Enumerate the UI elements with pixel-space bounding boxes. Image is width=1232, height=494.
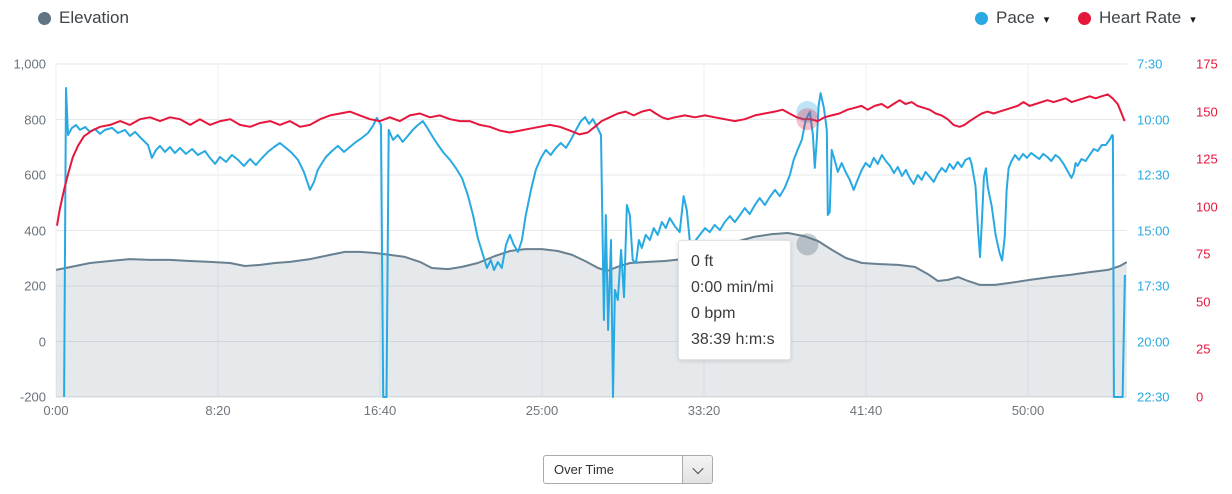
tooltip-pace-value: 0:00 min/mi <box>691 279 774 296</box>
pace-axis-tick-label: 12:30 <box>1137 167 1170 183</box>
x-axis-mode-select[interactable]: Over Time <box>543 455 713 484</box>
pace-axis-tick-label: 15:00 <box>1137 223 1170 238</box>
heart-rate-axis-tick-label: 150 <box>1196 104 1218 120</box>
x-axis-tick-label: 8:20 <box>205 403 231 418</box>
heart-rate-legend-dot-icon <box>1078 11 1091 25</box>
x-axis-tick-label: 25:00 <box>525 403 559 418</box>
elevation-axis-tick-label: 400 <box>24 223 46 238</box>
heart-rate-axis-tick-label: 125 <box>1196 151 1218 167</box>
elevation-axis-tick-label: 1,000 <box>13 56 46 72</box>
elevation-axis-tick-label: 200 <box>24 278 46 294</box>
x-axis-tick-label: 16:40 <box>363 403 397 418</box>
pace-axis-tick-label: 22:30 <box>1137 389 1170 405</box>
elevation-axis-tick-label: 0 <box>38 334 46 349</box>
elevation-area-fill <box>56 233 1127 397</box>
legend-item-heart-rate[interactable]: Heart Rate ▾ <box>1078 8 1196 28</box>
pace-hover-marker <box>796 101 819 123</box>
pace-legend-label: Pace <box>996 8 1035 27</box>
heart-rate-legend-label: Heart Rate <box>1099 8 1182 27</box>
x-axis-tick-label: 33:20 <box>687 403 721 418</box>
tooltip-elevation-value: 0 ft <box>691 253 714 270</box>
chart-tooltip: 0 ft 0:00 min/mi 0 bpm 38:39 h:m:s <box>678 240 791 360</box>
heart-rate-axis-tick-label: 100 <box>1196 199 1218 215</box>
pace-axis-tick-label: 10:00 <box>1137 112 1170 127</box>
heart-rate-axis-tick-label: 0 <box>1196 389 1204 405</box>
x-axis-tick-label: 50:00 <box>1011 403 1045 418</box>
activity-chart-plot-area[interactable] <box>0 0 1232 440</box>
tooltip-time-value: 38:39 h:m:s <box>691 331 775 348</box>
legend-item-pace[interactable]: Pace ▾ <box>975 8 1049 28</box>
x-axis-mode-selected-value: Over Time <box>554 462 614 477</box>
heart-rate-hover-marker <box>796 108 819 131</box>
x-axis-tick-label: 0:00 <box>43 403 69 418</box>
heart-rate-axis-tick-label: 25 <box>1196 341 1211 357</box>
elevation-axis-tick-label: 600 <box>24 167 46 183</box>
select-chevron-down-icon[interactable] <box>682 456 712 483</box>
elevation-legend-dot-icon <box>38 11 51 25</box>
pace-line <box>63 87 1126 398</box>
pace-axis-tick-label: 20:00 <box>1137 334 1170 349</box>
heart-rate-dropdown-arrow-icon[interactable]: ▾ <box>1190 13 1196 26</box>
elevation-legend-label: Elevation <box>59 8 129 27</box>
pace-legend-dot-icon <box>975 11 988 25</box>
elevation-axis-tick-label: -200 <box>19 389 46 405</box>
heart-rate-line <box>56 93 1126 226</box>
x-axis-tick-label: 41:40 <box>849 403 883 418</box>
elevation-hover-marker <box>796 233 819 256</box>
elevation-axis-tick-label: 800 <box>24 112 46 127</box>
pace-dropdown-arrow-icon[interactable]: ▾ <box>1043 13 1050 26</box>
heart-rate-axis-tick-label: 75 <box>1196 246 1211 262</box>
pace-axis-tick-label: 7:30 <box>1137 56 1163 72</box>
tooltip-heart-rate-value: 0 bpm <box>691 305 736 322</box>
legend-item-elevation[interactable]: Elevation <box>38 8 129 28</box>
heart-rate-axis-tick-label: 175 <box>1196 56 1218 72</box>
heart-rate-axis-tick-label: 50 <box>1196 294 1211 310</box>
pace-axis-tick-label: 17:30 <box>1137 278 1170 294</box>
